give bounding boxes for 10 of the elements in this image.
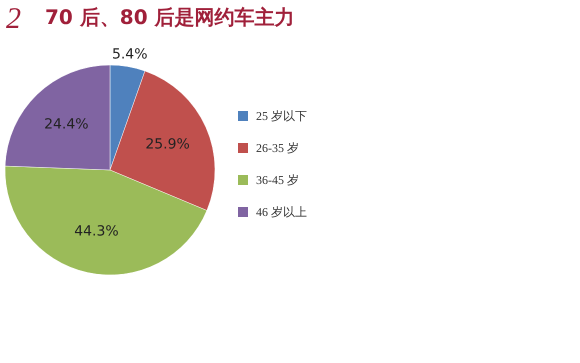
legend-label: 25 岁以下: [256, 109, 307, 123]
data-label: 44.3%: [74, 224, 119, 240]
legend-label: 26-35 岁: [256, 141, 299, 155]
data-label: 5.4%: [112, 46, 148, 63]
legend-label: 46 岁以上: [256, 205, 307, 219]
text: 2: [6, 2, 21, 35]
data-label: 24.4%: [44, 116, 89, 133]
chart-title: 70 后、80 后是网约车主力: [45, 5, 295, 29]
legend-label: 36-45 岁: [256, 173, 299, 187]
data-label: 25.9%: [145, 136, 190, 152]
